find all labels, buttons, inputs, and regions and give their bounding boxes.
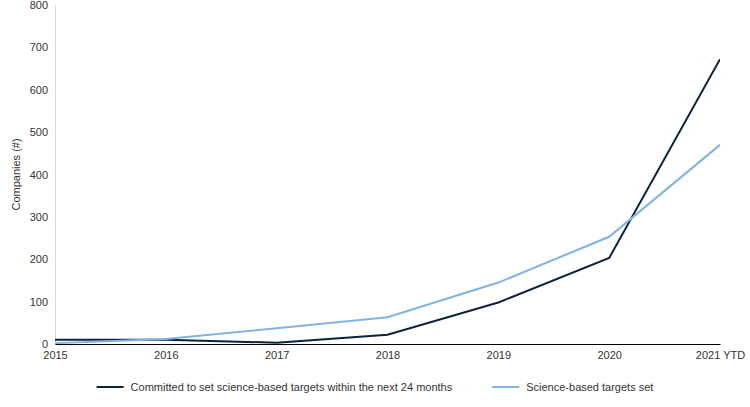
y-axis: 0100200300400500600700800: [30, 0, 56, 350]
y-tick: 700: [30, 41, 55, 53]
chart: 0100200300400500600700800201520162017201…: [0, 0, 750, 407]
x-tick: 2019: [487, 344, 511, 361]
legend-swatch: [97, 386, 124, 388]
lines: [55, 59, 720, 343]
y-axis-line: [55, 6, 56, 345]
series-line: [55, 59, 720, 342]
y-tick-label: 500: [30, 126, 48, 138]
legend-item: Committed to set science-based targets w…: [97, 381, 453, 393]
series-line: [55, 145, 720, 343]
y-tick: 600: [30, 84, 55, 96]
y-tick-label: 200: [30, 253, 48, 265]
y-tick: 500: [30, 126, 55, 138]
y-tick: 800: [30, 0, 55, 11]
x-tick: 2020: [597, 344, 621, 361]
legend-label: Committed to set science-based targets w…: [131, 381, 453, 393]
legend-label: Science-based targets set: [526, 381, 653, 393]
y-tick-label: 600: [30, 84, 48, 96]
y-tick-label: 100: [30, 296, 48, 308]
y-axis-title: Companies (#): [10, 138, 22, 210]
y-tick: 400: [30, 169, 55, 181]
x-tick-label: 2017: [265, 349, 289, 361]
y-tick-label: 800: [30, 0, 48, 11]
y-tick-label: 300: [30, 211, 48, 223]
x-axis: 2015 2016 2017 2018 2019 2020 2021 YTD: [43, 344, 745, 361]
x-tick-label: 2019: [487, 349, 511, 361]
y-tick: 100: [30, 296, 55, 308]
x-tick: 2021 YTD: [696, 344, 745, 361]
y-tick-label: 700: [30, 41, 48, 53]
x-tick-label: 2016: [154, 349, 178, 361]
y-tick: 200: [30, 253, 55, 265]
y-tick-label: 400: [30, 169, 48, 181]
x-tick-label: 2015: [43, 349, 67, 361]
x-axis-line: [56, 344, 721, 345]
plot-area: 0100200300400500600700800201520162017201…: [30, 0, 746, 361]
x-tick: 2018: [376, 344, 400, 361]
x-tick: 2017: [265, 344, 289, 361]
x-tick: 2015: [43, 344, 67, 361]
x-tick-label: 2021 YTD: [696, 349, 745, 361]
x-tick-label: 2020: [597, 349, 621, 361]
legend: Committed to set science-based targets w…: [97, 381, 654, 393]
legend-item: Science-based targets set: [492, 381, 653, 393]
x-tick: 2016: [154, 344, 178, 361]
legend-swatch: [492, 386, 519, 388]
y-tick: 300: [30, 211, 55, 223]
x-tick-label: 2018: [376, 349, 400, 361]
